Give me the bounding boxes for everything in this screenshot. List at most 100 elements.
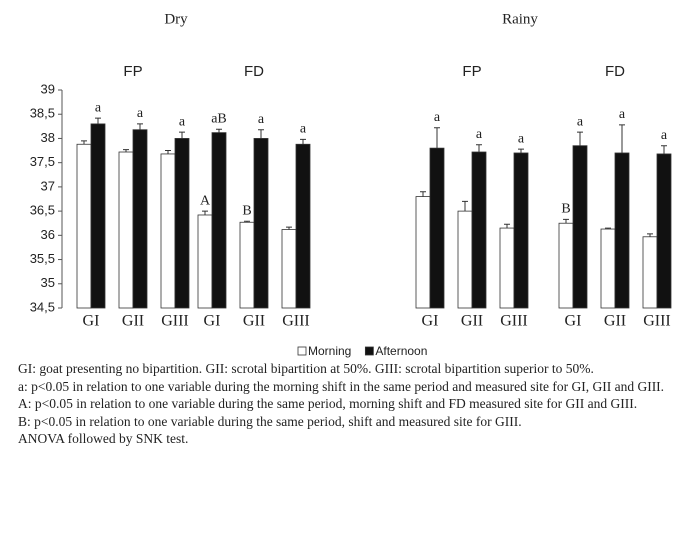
error-bar [286,226,292,230]
bar [642,236,658,309]
error-bar [647,233,653,237]
bar [90,123,106,309]
x-tick-label: GIII [500,313,528,330]
bar [600,228,616,309]
x-tick-label: GIII [282,313,310,330]
y-tick-label: 39 [41,81,55,96]
note: ANOVA followed by SNK test. [18,431,189,446]
bar [295,143,311,309]
error-bar [420,191,426,197]
error-bar [216,128,222,133]
bar [197,214,213,309]
significance-label: a [95,100,102,115]
x-tick-label: GI [83,313,100,330]
x-tick-label: GII [122,313,144,330]
panel-title: FP [462,63,481,80]
significance-label: a [179,114,186,129]
y-tick-label: 37,5 [30,154,55,169]
bar [499,227,515,309]
error-bar [504,223,510,229]
bar [471,151,487,309]
bar [239,221,255,309]
error-bar [95,117,101,124]
y-tick-label: 35,5 [30,251,55,266]
error-bar [81,140,87,145]
y-tick-label: 38 [41,130,55,145]
error-bar [476,144,482,153]
error-bar [258,129,264,139]
y-tick-label: 35 [41,275,55,290]
significance-label: a [619,107,626,122]
y-tick-label: 34,5 [30,299,55,314]
bar [118,151,134,309]
bar [281,229,297,309]
note: GI: goat presenting no bipartition. GII:… [18,361,594,376]
bar [253,138,269,309]
x-tick-label: GIII [643,313,671,330]
error-bar [165,150,171,154]
bar [415,196,431,309]
error-bar [577,131,583,146]
x-tick-label: GI [204,313,221,330]
bar [614,152,630,309]
bar [132,129,148,309]
significance-label: B [242,204,251,219]
x-tick-label: GIII [161,313,189,330]
bar [76,143,92,309]
error-bar [300,138,306,145]
bar [174,138,190,309]
error-bar [244,220,250,223]
error-bar [563,218,569,224]
note: A: p<0.05 in relation to one variable du… [18,396,638,411]
y-tick-label: 37 [41,178,55,193]
x-tick-label: GI [565,313,582,330]
error-bar [179,131,185,139]
significance-label: a [661,128,668,143]
error-bar [462,200,468,212]
bar [211,132,227,309]
significance-label: B [561,202,570,217]
error-bar [202,210,208,215]
period-title: Dry [164,11,188,27]
significance-label: A [200,193,211,208]
notes: GI: goat presenting no bipartition. GII:… [18,360,668,448]
significance-label: a [258,112,265,127]
error-bar [605,227,611,230]
significance-label: aB [211,111,227,126]
panel-title: FD [605,63,625,80]
error-bar [518,148,524,153]
panel-title: FP [123,63,142,80]
legend-label: Morning [308,344,351,358]
bar [429,147,445,309]
note: B: p<0.05 in relation to one variable du… [18,413,522,429]
y-tick-label: 38,5 [30,106,55,121]
bar [513,152,529,309]
error-bar [434,127,440,149]
bar [656,153,672,309]
error-bar [137,123,143,130]
error-bar [619,124,625,153]
bar [457,210,473,309]
y-tick-label: 36 [41,227,55,242]
error-bar [661,145,667,154]
significance-label: a [518,131,525,146]
note: a: p<0.05 in relation to one variable du… [18,378,665,394]
x-tick-label: GI [422,313,439,330]
bar [558,222,574,309]
significance-label: a [300,122,307,137]
legend-swatch [364,346,374,356]
chart: 34,5 35 35,5 36 36,5 37 37,5 38 38,5 39 Dry FP GI a GI… [30,11,672,358]
significance-label: a [577,114,584,129]
error-bar [123,149,129,153]
bar [160,153,176,309]
legend-label: Afternoon [375,344,427,358]
x-tick-label: GII [243,313,265,330]
panel-title: FD [244,63,264,80]
significance-label: a [137,106,144,121]
y-tick-label: 36,5 [30,203,55,218]
legend-swatch [297,346,307,356]
significance-label: a [476,127,483,142]
period-title: Rainy [502,11,538,27]
bar [572,145,588,309]
